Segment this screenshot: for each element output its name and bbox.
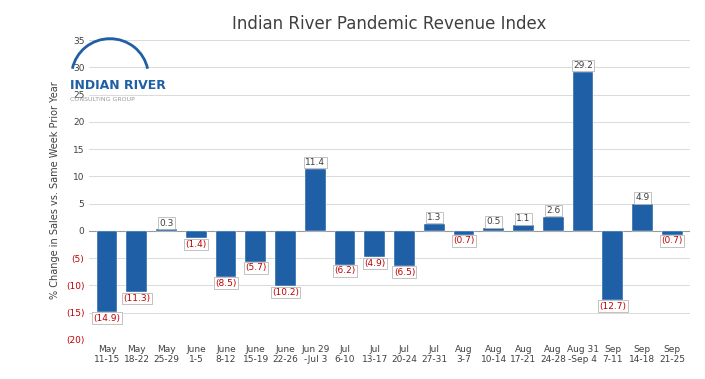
Text: 1.3: 1.3 [427,213,441,222]
Bar [513,225,534,231]
Text: (5.7): (5.7) [245,263,266,273]
Bar [602,231,623,300]
Text: 1.1: 1.1 [516,214,531,223]
Text: 11.4: 11.4 [305,158,325,167]
Bar [572,72,594,231]
Bar [97,231,118,312]
Title: Indian River Pandemic Revenue Index: Indian River Pandemic Revenue Index [233,15,547,33]
Bar [335,231,355,265]
Text: (12.7): (12.7) [599,302,626,311]
Bar [453,231,474,235]
Text: 0.5: 0.5 [486,218,501,226]
Bar [394,231,415,266]
Bar [305,169,326,231]
Text: 29.2: 29.2 [573,61,593,70]
Bar [245,231,266,262]
Bar [126,231,147,292]
Text: (14.9): (14.9) [94,313,121,323]
Bar [156,229,177,231]
Text: 4.9: 4.9 [635,193,649,202]
Bar [186,231,207,238]
Text: 0.3: 0.3 [159,219,173,227]
Text: (0.7): (0.7) [453,236,474,245]
Text: (4.9): (4.9) [364,259,386,268]
Text: (8.5): (8.5) [215,279,237,288]
Text: (1.4): (1.4) [185,240,207,249]
Text: (0.7): (0.7) [661,236,683,245]
Bar [662,231,682,235]
Bar [632,204,653,231]
Bar [484,228,504,231]
Y-axis label: % Change in Sales vs. Same Week Prior Year: % Change in Sales vs. Same Week Prior Ye… [50,81,60,299]
Text: (10.2): (10.2) [272,288,299,297]
Bar [543,217,563,231]
Bar [216,231,236,277]
Text: (6.5): (6.5) [394,268,415,277]
Text: (6.2): (6.2) [334,266,355,275]
Bar [364,231,385,257]
Bar [275,231,296,287]
Text: (11.3): (11.3) [123,294,150,303]
Text: CONSULTING GROUP: CONSULTING GROUP [70,97,135,102]
Text: 2.6: 2.6 [546,206,560,215]
Text: INDIAN RIVER: INDIAN RIVER [70,79,166,92]
Bar [424,224,445,231]
